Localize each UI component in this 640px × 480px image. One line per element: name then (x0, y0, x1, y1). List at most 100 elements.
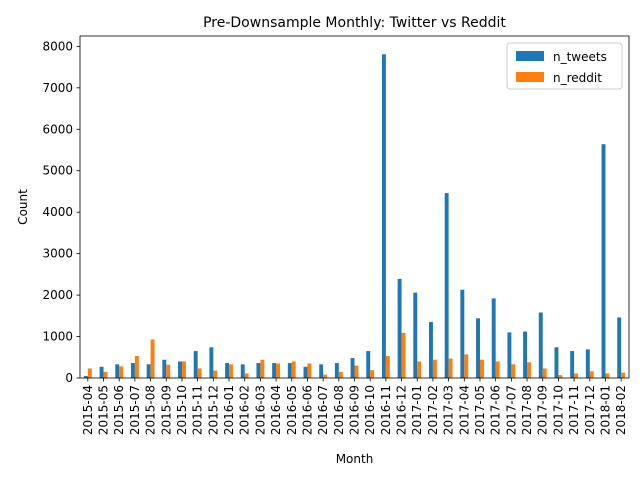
bars-group (83, 54, 626, 379)
bar-n-tweets-2015-09 (162, 359, 167, 378)
bar-n-tweets-2017-05 (476, 318, 480, 378)
legend-label-n-reddit: n_reddit (553, 71, 602, 85)
bar-n-reddit-2015-06 (119, 366, 124, 378)
x-tick-label: 2016-12 (395, 385, 409, 435)
bar-n-tweets-2017-08 (523, 331, 528, 378)
bar-n-tweets-2015-10 (178, 361, 182, 378)
bar-n-reddit-2015-08 (150, 339, 155, 378)
bar-n-tweets-2016-09 (350, 358, 355, 378)
bar-n-reddit-2017-02 (432, 359, 437, 378)
bar-n-reddit-2017-07 (511, 364, 516, 378)
bar-n-tweets-2015-07 (130, 363, 135, 378)
bar-n-tweets-2016-02 (240, 364, 245, 378)
bar-n-reddit-2017-12 (589, 371, 594, 378)
bar-n-reddit-2017-03 (448, 358, 453, 378)
bar-n-tweets-2016-12 (397, 278, 402, 378)
bar-n-reddit-2016-10 (370, 370, 375, 378)
x-tick-label: 2016-09 (348, 385, 362, 435)
legend-label-n-tweets: n_tweets (553, 50, 607, 64)
bar-n-reddit-2016-05 (291, 361, 296, 378)
bar-n-tweets-2017-04 (460, 289, 465, 378)
bar-n-reddit-2016-01 (229, 364, 233, 378)
bar-n-tweets-2017-09 (538, 312, 543, 378)
x-tick-label: 2015-11 (191, 385, 205, 435)
x-tick-label: 2015-12 (206, 385, 220, 435)
bar-n-tweets-2016-10 (366, 351, 371, 378)
x-tick-label: 2016-08 (332, 385, 346, 435)
x-tick-label: 2017-10 (551, 385, 565, 435)
x-tick-label: 2016-07 (316, 385, 330, 435)
bar-n-tweets-2016-05 (287, 363, 292, 378)
bar-n-reddit-2016-06 (307, 363, 312, 378)
bar-n-tweets-2017-03 (444, 193, 449, 378)
y-axis-ticks: 0 1000 2000 3000 4000 5000 6000 7000 8000 (42, 39, 80, 385)
x-tick-label: 2016-10 (363, 385, 377, 435)
bar-n-tweets-2016-11 (381, 54, 386, 379)
bar-n-reddit-2017-06 (495, 361, 500, 378)
x-tick-label: 2018-02 (614, 385, 628, 435)
bar-n-tweets-2015-11 (193, 351, 198, 378)
bar-n-reddit-2016-03 (260, 359, 265, 378)
x-tick-label: 2015-05 (97, 385, 111, 435)
bar-n-reddit-2017-11 (574, 373, 579, 378)
bar-n-reddit-2016-08 (338, 371, 343, 378)
bar-n-tweets-2016-07 (319, 364, 324, 378)
bar-n-reddit-2016-09 (354, 365, 359, 378)
bar-n-tweets-2017-06 (491, 298, 496, 378)
bar-n-reddit-2015-07 (134, 356, 139, 378)
bar-n-reddit-2016-04 (276, 363, 280, 378)
x-tick-label: 2016-01 (222, 385, 236, 435)
x-tick-label: 2016-05 (285, 385, 299, 435)
x-tick-label: 2017-01 (410, 385, 424, 435)
x-tick-label: 2017-04 (457, 385, 471, 435)
bar-n-tweets-2016-08 (334, 363, 339, 378)
y-axis-label: Count (16, 189, 30, 225)
bar-n-reddit-2017-05 (479, 359, 484, 378)
x-tick-label: 2015-07 (128, 385, 142, 435)
bar-n-tweets-2015-06 (115, 364, 120, 378)
bar-n-tweets-2015-12 (209, 347, 214, 378)
y-tick-label: 5000 (42, 164, 73, 178)
bar-n-tweets-2015-05 (99, 366, 104, 378)
bar-n-reddit-2015-05 (103, 371, 108, 378)
x-tick-label: 2017-09 (536, 385, 550, 435)
bar-n-reddit-2015-11 (197, 368, 202, 378)
x-axis-ticks: 2015-04 2015-05 2015-06 2015-07 2015-08 2015-… (81, 378, 628, 435)
legend-swatch-n-tweets (516, 51, 544, 61)
y-tick-label: 3000 (42, 247, 73, 261)
x-tick-label: 2017-06 (489, 385, 503, 435)
bar-n-tweets-2016-04 (272, 363, 277, 378)
x-tick-label: 2015-10 (175, 385, 189, 435)
bar-n-tweets-2015-08 (146, 364, 151, 378)
y-tick-label: 0 (65, 371, 73, 385)
x-tick-label: 2015-06 (112, 385, 126, 435)
bar-n-reddit-2016-07 (323, 374, 328, 378)
bar-n-reddit-2018-02 (621, 372, 626, 378)
bar-n-reddit-2017-04 (464, 354, 469, 378)
chart-title: Pre-Downsample Monthly: Twitter vs Reddi… (203, 15, 506, 31)
bar-n-tweets-2017-01 (413, 292, 418, 378)
x-tick-label: 2017-03 (442, 385, 456, 435)
bar-n-tweets-2015-04 (83, 375, 88, 378)
bar-n-reddit-2017-01 (417, 361, 422, 378)
x-tick-label: 2016-11 (379, 385, 393, 435)
legend-swatch-n-reddit (516, 72, 544, 82)
y-tick-label: 8000 (42, 39, 73, 53)
bar-n-tweets-2017-11 (570, 351, 575, 378)
x-tick-label: 2016-02 (238, 385, 252, 435)
x-tick-label: 2017-12 (583, 385, 597, 435)
bar-n-reddit-2017-10 (558, 375, 563, 378)
x-tick-label: 2017-11 (567, 385, 581, 435)
x-tick-label: 2015-09 (159, 385, 173, 435)
bar-n-reddit-2016-12 (401, 332, 406, 378)
bar-n-reddit-2015-04 (87, 368, 92, 378)
bar-n-reddit-2015-10 (181, 361, 186, 378)
bar-n-tweets-2017-02 (429, 322, 433, 378)
x-tick-label: 2017-05 (473, 385, 487, 435)
y-tick-label: 4000 (42, 205, 73, 219)
x-tick-label: 2018-01 (598, 385, 612, 435)
x-axis-label: Month (336, 452, 374, 466)
bar-n-tweets-2016-06 (303, 366, 308, 378)
y-tick-label: 1000 (42, 330, 73, 344)
